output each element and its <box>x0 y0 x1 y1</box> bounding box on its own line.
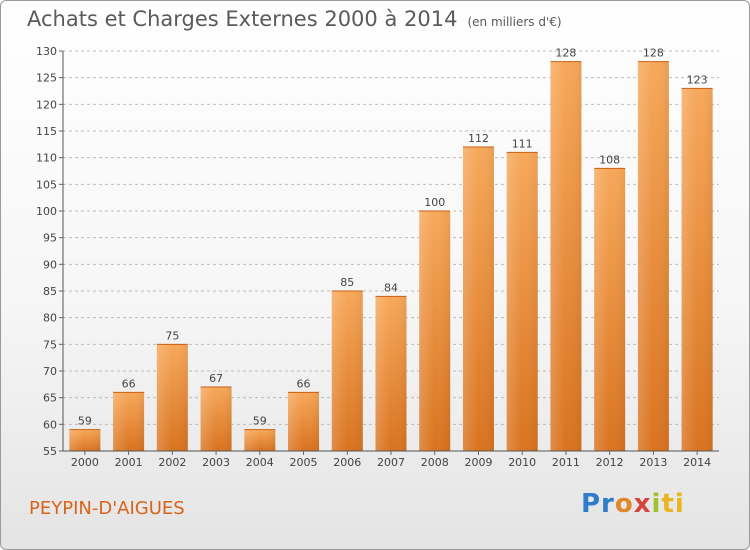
bar-shine <box>288 392 320 451</box>
y-tick-label: 75 <box>43 338 57 351</box>
data-label: 85 <box>340 276 354 289</box>
bars: 59 66 75 67 59 66 85 84 100 112 111 128 108 128 123 <box>69 47 713 452</box>
data-label: 112 <box>468 132 489 145</box>
y-tick-label: 120 <box>36 98 57 111</box>
x-tick-label: 2012 <box>596 456 624 469</box>
chart-title-text: Achats et Charges Externes 2000 à 2014 <box>27 7 458 31</box>
data-label: 59 <box>253 415 267 428</box>
x-tick-label: 2004 <box>246 456 274 469</box>
x-tick-label: 2014 <box>683 456 711 469</box>
logo-part-5: ti <box>661 489 685 519</box>
y-tick-label: 105 <box>36 178 57 191</box>
bar-shine <box>419 211 451 451</box>
y-tick-label: 85 <box>43 285 57 298</box>
x-tick-label: 2011 <box>552 456 580 469</box>
y-tick-label: 125 <box>36 72 57 85</box>
bar-shine <box>200 387 232 451</box>
bar-shine <box>156 344 188 451</box>
x-tick-label: 2000 <box>71 456 99 469</box>
y-tick-label: 60 <box>43 418 57 431</box>
bar-shine <box>113 392 145 451</box>
bar-shine <box>375 296 407 451</box>
y-tick-label: 100 <box>36 205 57 218</box>
y-tick-label: 70 <box>43 365 57 378</box>
bar-shine <box>462 147 494 451</box>
data-label: 128 <box>555 47 576 60</box>
data-label: 100 <box>424 196 445 209</box>
logo-part-4: i <box>651 489 662 519</box>
x-tick-label: 2002 <box>158 456 186 469</box>
data-label: 111 <box>512 137 533 150</box>
chart-unit: (en milliers d'€) <box>467 15 562 29</box>
bar-shine <box>331 291 363 451</box>
data-label: 84 <box>384 281 398 294</box>
x-tick-label: 2005 <box>290 456 318 469</box>
bar-shine <box>550 61 582 452</box>
data-label: 66 <box>297 377 311 390</box>
chart-title: Achats et Charges Externes 2000 à 2014 (e… <box>27 7 562 31</box>
x-tick-label: 2010 <box>508 456 536 469</box>
y-tick-label: 115 <box>36 125 57 138</box>
data-label: 66 <box>122 377 136 390</box>
bar-shine <box>681 88 713 451</box>
y-tick-label: 130 <box>36 45 57 58</box>
data-label: 123 <box>687 73 708 86</box>
logo-part-1: Pr <box>581 489 615 519</box>
logo-part-3: x <box>633 489 652 519</box>
axes: 55 60 65 70 75 80 85 90 95 100 105 110 115 120 125 130 2… <box>36 45 719 469</box>
bar-shine <box>637 61 669 452</box>
x-tick-label: 2001 <box>115 456 143 469</box>
bar-shine <box>69 429 101 451</box>
data-label: 108 <box>599 153 620 166</box>
y-tick-label: 110 <box>36 152 57 165</box>
y-tick-label: 80 <box>43 312 57 325</box>
data-label: 75 <box>165 329 179 342</box>
y-tick-label: 65 <box>43 392 57 405</box>
x-tick-label: 2003 <box>202 456 230 469</box>
data-label: 59 <box>78 415 92 428</box>
x-tick-label: 2007 <box>377 456 405 469</box>
data-label: 128 <box>643 47 664 60</box>
data-label: 67 <box>209 372 223 385</box>
y-tick-label: 95 <box>43 232 57 245</box>
commune-name: PEYPIN-D'AIGUES <box>29 498 185 519</box>
x-tick-label: 2008 <box>421 456 449 469</box>
y-tick-label: 90 <box>43 258 57 271</box>
proxiti-logo[interactable]: Proxiti <box>581 489 685 519</box>
x-tick-label: 2006 <box>333 456 361 469</box>
x-tick-label: 2013 <box>639 456 667 469</box>
bar-shine <box>506 152 538 452</box>
bar-shine <box>594 168 626 452</box>
logo-part-2: o <box>614 489 634 519</box>
bar-shine <box>244 429 276 451</box>
x-tick-label: 2009 <box>464 456 492 469</box>
y-tick-label: 55 <box>43 445 57 458</box>
